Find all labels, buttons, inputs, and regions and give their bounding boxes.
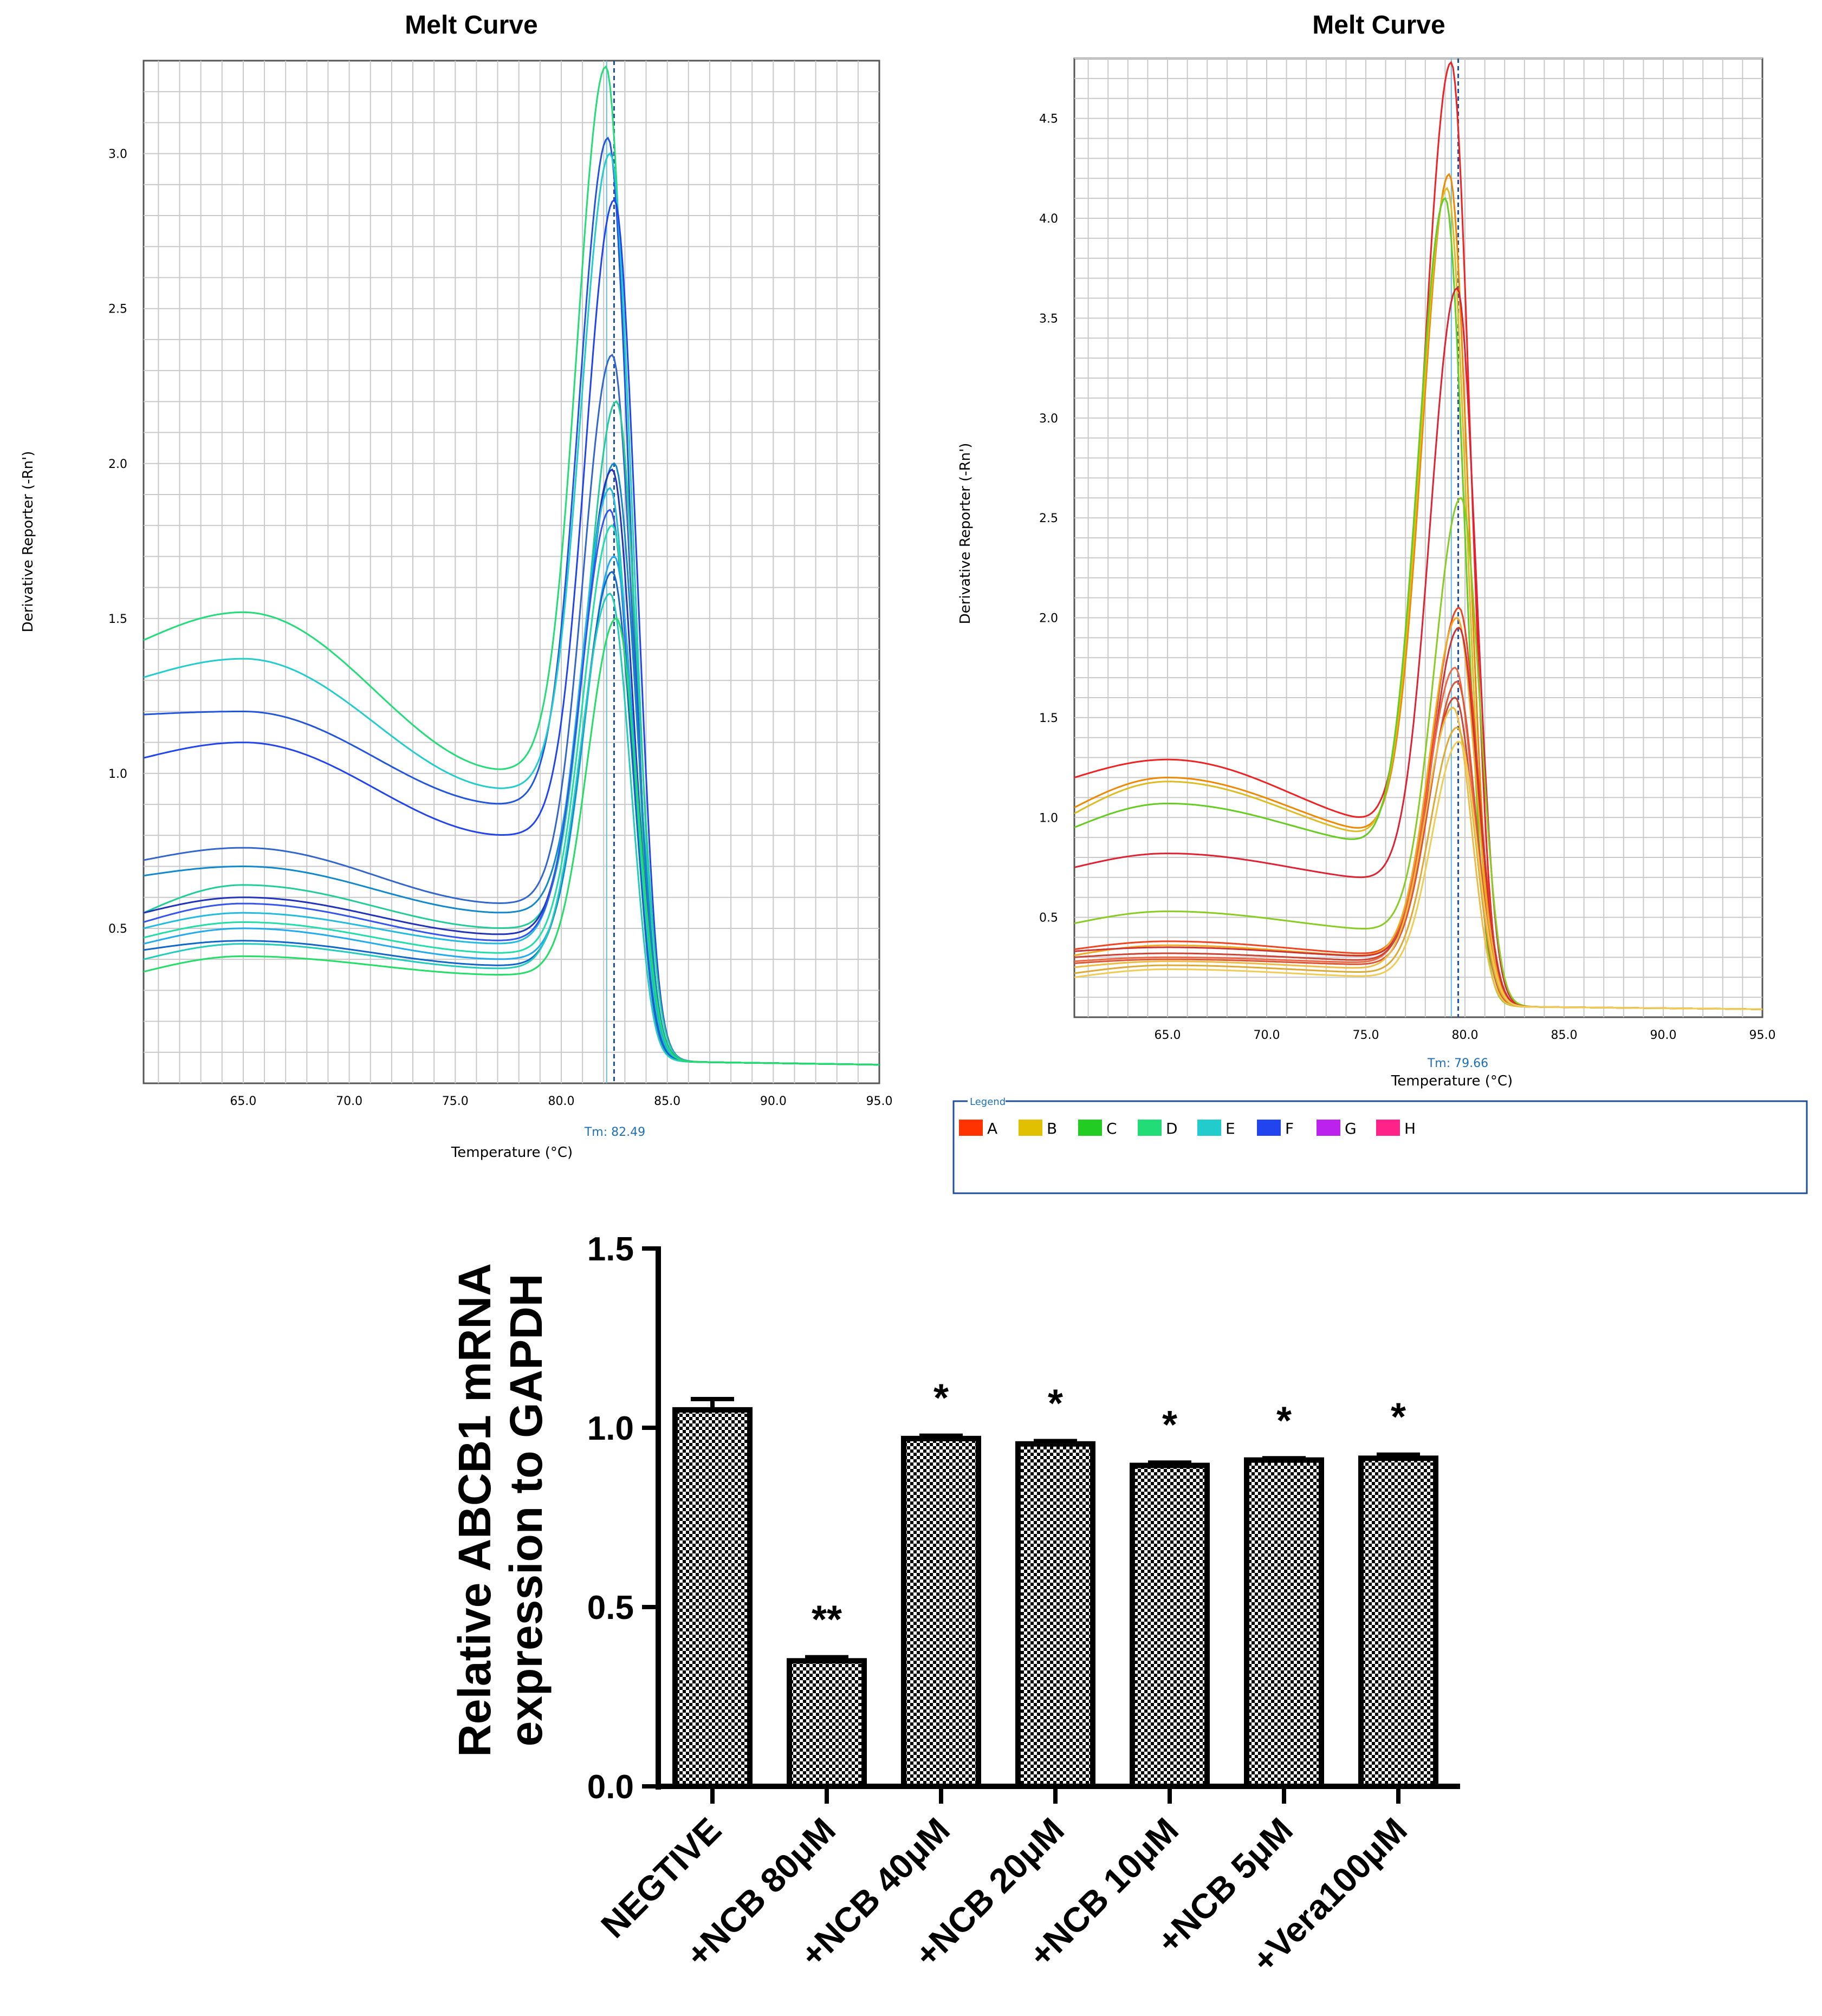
x-tick-label: 75.0 xyxy=(442,1095,469,1108)
x-axis-label: Temperature (°C) xyxy=(1391,1073,1513,1089)
bar-6 xyxy=(1244,1457,1324,1790)
bar-7 xyxy=(1358,1455,1438,1789)
y-axis-label-line1: Relative ABCB1 mRNA xyxy=(449,1263,500,1757)
legend-label-g: G xyxy=(1345,1120,1357,1137)
legend-swatch-a xyxy=(959,1120,983,1136)
melt-curve-chart-left: Melt Curve 65.0 70.0 75.0 80.0 85.0 90.0 95.0 0… xyxy=(20,11,892,1161)
gridlines xyxy=(144,61,879,1083)
y-tick-label: 0.5 xyxy=(108,922,127,936)
legend-swatch-g xyxy=(1317,1120,1340,1136)
y-tick-label: 0.5 xyxy=(1039,912,1058,925)
x-tick-label: 90.0 xyxy=(760,1095,787,1108)
x-tick-label: 65.0 xyxy=(230,1095,256,1108)
y-tick-label: 1.5 xyxy=(108,613,127,626)
y-tick-label: 0.0 xyxy=(587,1768,634,1806)
y-axis-label: Derivative Reporter (-Rn') xyxy=(957,443,974,625)
x-tick-label: 70.0 xyxy=(1254,1029,1280,1042)
x-tick-label: 80.0 xyxy=(548,1095,574,1108)
legend-swatch-f xyxy=(1257,1120,1281,1136)
tm-label: Tm: 79.66 xyxy=(1427,1057,1488,1070)
legend-swatch-e xyxy=(1197,1120,1221,1136)
x-tick-label: 65.0 xyxy=(1155,1029,1181,1042)
bars: *** * * * * xyxy=(672,1377,1438,1790)
x-tick-label: 95.0 xyxy=(1749,1029,1776,1042)
axis-ticks: 65.0 70.0 75.0 80.0 85.0 90.0 95.0 0.5 1.0 1.5 2.0… xyxy=(108,148,892,1108)
axis-ticks: 65.0 70.0 75.0 80.0 85.0 90.0 95.0 0.5 1.0 1.5 2.0… xyxy=(1039,113,1775,1042)
y-tick-label: 2.0 xyxy=(108,458,127,471)
y-tick-label: 1.0 xyxy=(1039,811,1058,825)
significance-marker: ** xyxy=(812,1598,842,1642)
bar-2 xyxy=(787,1658,867,1790)
y-tick-label: 1.0 xyxy=(108,768,127,781)
y-tick-label: 3.5 xyxy=(1039,312,1058,326)
y-tick-label: 3.0 xyxy=(1039,412,1058,426)
y-tick-label: 1.5 xyxy=(1039,712,1058,725)
legend-label-b: B xyxy=(1047,1120,1057,1137)
legend-swatch-c xyxy=(1078,1120,1102,1136)
y-tick-label: 4.0 xyxy=(1039,212,1058,226)
x-axis-label: Temperature (°C) xyxy=(451,1144,573,1161)
melt-curve-chart-right: Melt Curve 65.0 70.0 75.0 80.0 85.0 90.0 95.0 0… xyxy=(952,11,1808,1194)
legend-swatch-h xyxy=(1376,1120,1400,1136)
legend-label-a: A xyxy=(987,1120,997,1137)
legend-swatch-d xyxy=(1138,1120,1162,1136)
y-tick-label: 4.5 xyxy=(1039,113,1058,126)
tm-label: Tm: 82.49 xyxy=(584,1126,645,1139)
chart-title: Melt Curve xyxy=(1312,11,1445,40)
x-tick-label: 85.0 xyxy=(654,1095,680,1108)
melt-curve-series-15 xyxy=(143,617,880,1066)
y-tick-label: 0.5 xyxy=(587,1589,634,1627)
y-axis-label-line2: expression to GAPDH xyxy=(501,1274,552,1747)
y-axis-label: Derivative Reporter (-Rn') xyxy=(20,451,36,633)
legend-label-h: H xyxy=(1404,1120,1416,1137)
melt-curve-series-15 xyxy=(1074,740,1762,1010)
bar-4 xyxy=(1015,1441,1095,1790)
x-tick-label: 90.0 xyxy=(1650,1029,1677,1042)
y-tick-label: 2.5 xyxy=(108,303,127,316)
y-tick-label: 2.0 xyxy=(1039,612,1058,626)
melt-curve-lines xyxy=(1074,58,1762,1017)
legend: Legend A B C D E F G H xyxy=(952,1095,1808,1194)
gridlines xyxy=(1074,58,1762,1017)
legend-swatch-b xyxy=(1019,1120,1042,1136)
bar-3 xyxy=(901,1435,981,1790)
melt-curve-lines xyxy=(143,61,880,1083)
legend-title: Legend xyxy=(970,1096,1006,1108)
chart-title: Melt Curve xyxy=(405,11,537,40)
significance-marker: * xyxy=(1391,1396,1406,1439)
x-tick-label: 75.0 xyxy=(1353,1029,1379,1042)
y-tick-label: 3.0 xyxy=(108,148,127,161)
x-tick-label: 95.0 xyxy=(866,1095,893,1108)
significance-marker: * xyxy=(933,1377,949,1420)
legend-label-f: F xyxy=(1285,1120,1294,1137)
plot-area xyxy=(142,60,880,1084)
significance-marker: * xyxy=(1162,1403,1177,1447)
y-tick-label: 2.5 xyxy=(1039,512,1058,525)
x-tick-label: 85.0 xyxy=(1551,1029,1578,1042)
bar-y-axis-label: Relative ABCB1 mRNA expression to GAPDH xyxy=(449,1263,552,1757)
legend-label-d: D xyxy=(1166,1120,1178,1137)
significance-marker: * xyxy=(1048,1382,1063,1425)
legend-label-e: E xyxy=(1226,1120,1235,1137)
bar-1 xyxy=(672,1407,753,1789)
x-tick-label: 70.0 xyxy=(336,1095,362,1108)
y-tick-label: 1.0 xyxy=(587,1410,634,1447)
bar-5 xyxy=(1130,1462,1210,1789)
significance-marker: * xyxy=(1276,1399,1292,1442)
legend-label-c: C xyxy=(1106,1120,1117,1137)
y-tick-label: 1.5 xyxy=(587,1231,634,1268)
x-tick-label: 80.0 xyxy=(1452,1029,1479,1042)
